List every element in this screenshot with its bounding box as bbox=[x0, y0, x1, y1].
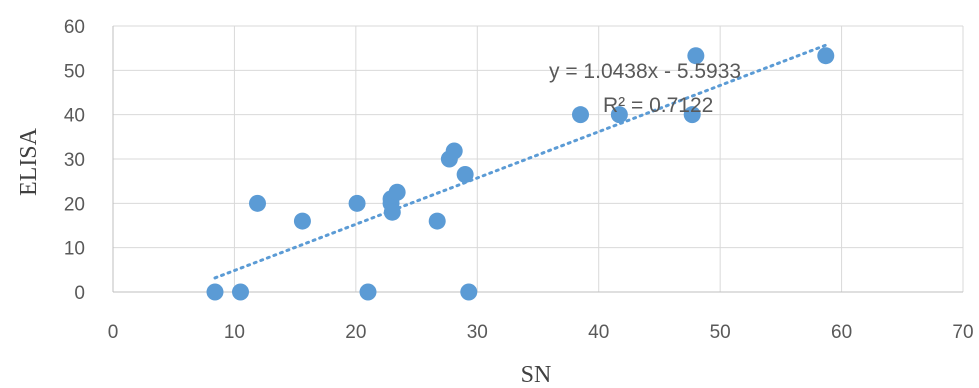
data-point bbox=[683, 106, 701, 124]
y-tick-label: 10 bbox=[64, 239, 85, 260]
x-tick-label: 50 bbox=[710, 322, 731, 343]
data-point bbox=[817, 47, 835, 65]
x-tick-label: 30 bbox=[467, 322, 488, 343]
x-tick-label: 10 bbox=[224, 322, 245, 343]
data-point bbox=[687, 47, 705, 65]
y-tick-label: 40 bbox=[64, 106, 85, 127]
data-point bbox=[428, 212, 446, 230]
y-tick-label: 20 bbox=[64, 194, 85, 215]
data-point bbox=[460, 283, 478, 301]
data-point bbox=[249, 194, 266, 212]
x-tick-label: 40 bbox=[588, 322, 609, 343]
data-point bbox=[383, 203, 401, 221]
trendline-r-squared: R² = 0.7122 bbox=[603, 94, 713, 117]
y-axis-title: ELISA bbox=[16, 127, 42, 196]
data-point bbox=[206, 283, 224, 301]
y-tick-labels: 0 10 20 30 40 50 60 bbox=[64, 17, 85, 304]
grid-lines bbox=[113, 25, 964, 292]
x-tick-label: 60 bbox=[831, 322, 852, 343]
data-point bbox=[359, 283, 377, 301]
data-points bbox=[206, 47, 835, 301]
axes bbox=[112, 26, 963, 293]
data-point bbox=[293, 212, 311, 230]
data-point bbox=[232, 283, 249, 301]
y-tick-label: 0 bbox=[74, 283, 85, 304]
trendline bbox=[213, 43, 828, 280]
x-axis-title: SN bbox=[521, 362, 552, 388]
x-tick-label: 0 bbox=[108, 322, 119, 343]
y-tick-label: 50 bbox=[64, 61, 85, 82]
x-tick-label: 70 bbox=[952, 322, 973, 343]
data-point bbox=[445, 142, 463, 160]
x-tick-labels: 0 10 20 30 40 50 60 70 bbox=[108, 322, 974, 343]
trendline-equation: y = 1.0438x - 5.5933 bbox=[549, 60, 741, 83]
data-point bbox=[572, 106, 589, 124]
y-tick-label: 30 bbox=[64, 150, 85, 171]
x-tick-label: 20 bbox=[345, 322, 366, 343]
data-point bbox=[610, 106, 628, 124]
data-point bbox=[456, 166, 474, 184]
data-point bbox=[348, 194, 366, 212]
data-point bbox=[388, 183, 406, 201]
y-tick-label: 60 bbox=[64, 17, 85, 38]
